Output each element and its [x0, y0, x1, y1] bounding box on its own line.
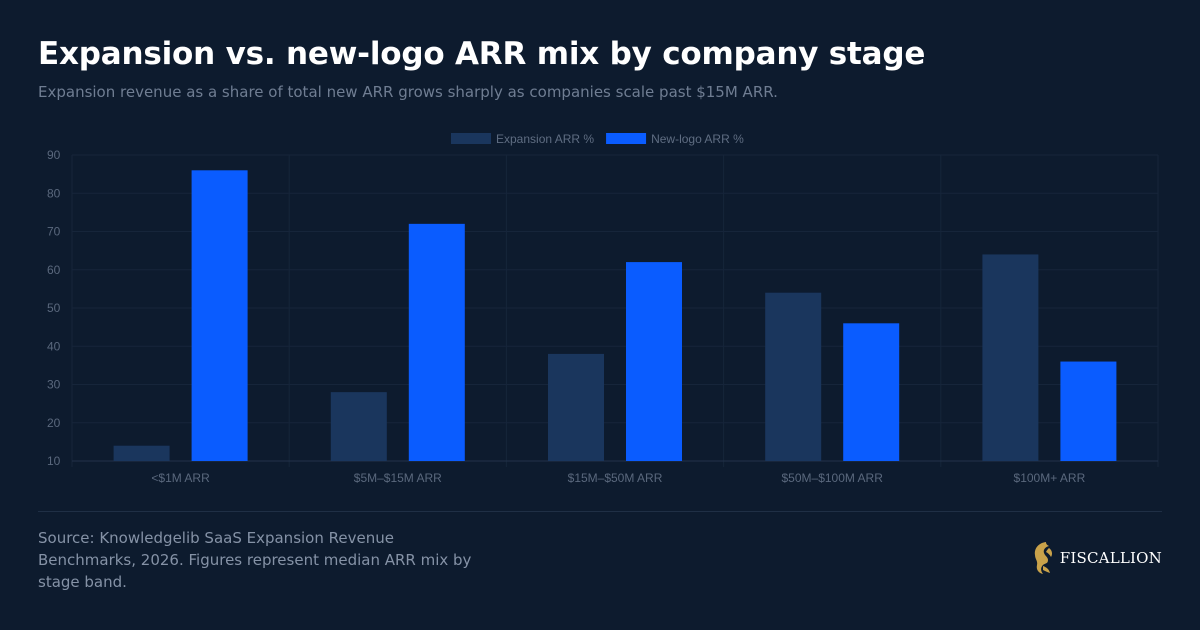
x-tick-label: $15M–$50M ARR [568, 471, 663, 485]
x-tick-label: $5M–$15M ARR [354, 471, 442, 485]
bar-new-logo [843, 323, 900, 461]
legend-label: New-logo ARR % [651, 132, 744, 146]
x-tick-label: $100M+ ARR [1014, 471, 1086, 485]
source-note: Source: Knowledgelib SaaS Expansion Reve… [38, 529, 472, 591]
y-tick-label: 30 [47, 378, 61, 392]
legend-swatch [451, 133, 491, 144]
lion-head-logo-icon [1034, 542, 1052, 574]
chart-subtitle: Expansion revenue as a share of total ne… [38, 83, 778, 101]
bar-new-logo [408, 223, 465, 461]
bar-expansion [982, 254, 1039, 461]
bar-new-logo [1060, 361, 1117, 461]
footer-divider [38, 511, 1162, 512]
y-tick-label: 40 [47, 339, 61, 353]
bar-new-logo [626, 262, 682, 461]
brand-name: FISCALLION [1059, 549, 1162, 567]
bar-chart: 10 20 30 40 50 60 70 80 90 <$1M ARR $5M–$15M ARR $1… [47, 132, 1159, 485]
bar-expansion [113, 445, 170, 461]
brand-logo: FISCALLION [1030, 540, 1162, 576]
y-tick-label: 60 [47, 263, 61, 277]
legend-label: Expansion ARR % [496, 132, 594, 146]
chart-title: Expansion vs. new-logo ARR mix by compan… [38, 36, 926, 72]
legend-swatch [606, 133, 647, 144]
x-tick-label: $50M–$100M ARR [782, 471, 884, 485]
bar-expansion [548, 353, 604, 461]
bar-expansion [765, 292, 822, 461]
bar-expansion [330, 392, 387, 461]
y-tick-label: 90 [47, 148, 61, 162]
y-tick-label: 80 [47, 186, 61, 200]
x-tick-label: <$1M ARR [151, 471, 210, 485]
y-tick-label: 50 [47, 301, 61, 315]
y-tick-label: 10 [47, 454, 61, 468]
y-tick-label: 20 [47, 416, 61, 430]
y-tick-label: 70 [47, 225, 61, 239]
bar-new-logo [191, 170, 248, 462]
